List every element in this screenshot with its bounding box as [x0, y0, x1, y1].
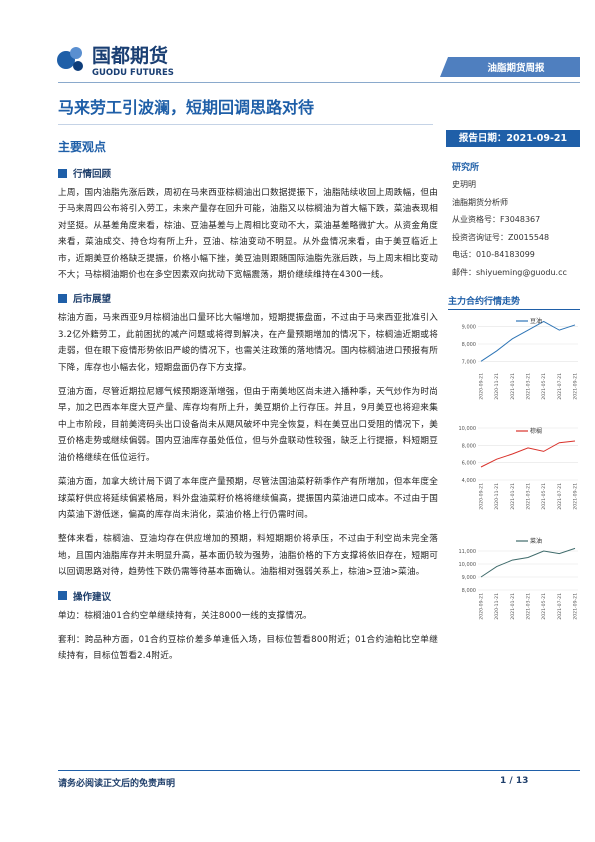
legend-label: 豆油: [530, 317, 542, 325]
institute-heading: 研究所: [452, 163, 480, 173]
x-tick-label: 2021-05-21: [541, 373, 547, 400]
section-heading: 操作建议: [58, 589, 438, 603]
y-tick-label: 10,000: [459, 426, 477, 432]
x-tick-label: 2021-01-21: [510, 593, 516, 620]
institute: 史玥明油脂期货分析师从业资格号：F3048367 投资咨询证号：Z0015548 电…: [452, 176, 567, 281]
section-title: 后市展望: [73, 294, 112, 306]
y-tick-label: 4,000: [462, 478, 476, 484]
company-name-en: GUODU FUTURES: [92, 68, 174, 78]
x-tick-label: 2020-11-21: [494, 483, 500, 510]
body: 行情回顾上周，国内油脂先涨后跌，周初在马来西亚棕榈油出口数据提振下，油脂陆续收回…: [58, 166, 438, 673]
y-tick-label: 9,000: [462, 325, 476, 331]
mini-chart: 8,000 9,000 10,000 11,000 2020-09-21 2020-11-…: [459, 537, 579, 620]
y-tick-label: 6,000: [462, 461, 476, 467]
report-date: 报告日期：2021-09-21: [446, 130, 580, 147]
title-rule: [58, 124, 433, 125]
institute-line: 从业资格号：F3048367: [452, 215, 541, 224]
paragraph: 单边：棕榈油01合约空单继续持有，关注8000一线的支撑情况。: [58, 610, 312, 621]
main-heading: 主要观点: [58, 140, 107, 154]
x-tick-label: 2020-09-21: [479, 593, 485, 620]
mini-chart: 7,000 8,000 9,000 2020-09-21 2020-11-21 2021-…: [462, 317, 579, 400]
series-line: [480, 320, 576, 362]
y-tick-label: 8,000: [462, 342, 476, 348]
x-tick-label: 2021-09-21: [573, 593, 579, 620]
x-tick-label: 2021-03-21: [526, 373, 532, 400]
logo: 国都期货 GUODU FUTURES: [57, 44, 174, 78]
paragraph: 菜油方面，加拿大统计局下调了本年度产量预期，尽管法国油菜籽新季作产有所增加，但本…: [58, 477, 438, 520]
header-rule: [58, 82, 580, 83]
paragraph: 棕油方面，马来西亚9月棕榈油出口量环比大幅增加，短期提振盘面，不过由于马来西亚批…: [58, 313, 438, 373]
section-heading: 后市展望: [58, 291, 438, 305]
paragraph: 豆油方面，尽管近期拉尼娜气候预期逐渐增强，但由于南美地区尚未进入播种季，天气炒作…: [58, 387, 438, 463]
tab-bg: [440, 57, 580, 77]
mini-chart: 4,000 6,000 8,000 10,000 2020-09-21 2020-11-2…: [459, 426, 579, 510]
institute-line: 投资咨询证号：Z0015548: [452, 232, 550, 242]
paragraph: 套利：跨品种方面，01合约豆棕价差多单逢低入场，目标位暂看800附近；01合约油…: [58, 634, 438, 662]
report-tab: 油脂期货周报: [440, 57, 580, 77]
institute-line: 油脂期货分析师: [452, 197, 508, 207]
section-icon: [58, 168, 67, 178]
section-title: 操作建议: [73, 591, 112, 603]
x-tick-label: 2021-03-21: [526, 593, 532, 620]
legend-label: 菜油: [530, 537, 542, 545]
y-tick-label: 8,000: [462, 588, 476, 594]
series-line: [480, 440, 576, 468]
y-tick-label: 10,000: [459, 562, 477, 568]
x-tick-label: 2021-09-21: [573, 483, 579, 510]
page-number: 1 / 13: [500, 776, 529, 786]
report-type: 油脂期货周报: [487, 62, 545, 74]
x-tick-label: 2021-01-21: [510, 483, 516, 510]
section-title: 行情回顾: [73, 169, 112, 180]
charts-heading: 主力合约行情走势: [448, 294, 580, 310]
logo-mark: [70, 47, 82, 59]
y-tick-label: 8,000: [462, 443, 476, 449]
institute-line: 邮件：shiyueming@guodu.cc: [452, 267, 567, 277]
y-tick-label: 11,000: [459, 549, 477, 555]
x-tick-label: 2020-11-21: [494, 373, 500, 400]
x-tick-label: 2020-11-21: [494, 593, 500, 620]
x-tick-label: 2021-03-21: [526, 483, 532, 510]
disclaimer: 请务必阅读正文后的免责声明: [58, 779, 176, 789]
section-icon: [58, 591, 67, 601]
paragraph: 上周，国内油脂先涨后跌，周初在马来西亚棕榈油出口数据提振下，油脂陆续收回上周跌幅…: [58, 188, 438, 281]
x-tick-label: 2021-05-21: [541, 483, 547, 510]
series-line: [480, 547, 576, 578]
section-heading: 行情回顾: [58, 166, 438, 180]
company-name: 国都期货: [92, 44, 168, 67]
charts: 7,000 8,000 9,000 2020-09-21 2020-11-21 2021-…: [446, 312, 582, 642]
x-tick-label: 2021-01-21: [510, 373, 516, 400]
section-icon: [58, 293, 67, 303]
y-tick-label: 9,000: [462, 575, 476, 581]
paragraph: 整体来看，棕榈油、豆油均存在供应增加的预期，料短期期价将承压，不过由于利空尚未完…: [58, 534, 438, 578]
logo-mark: [57, 51, 75, 69]
logo-mark: [73, 61, 83, 71]
x-tick-label: 2021-07-21: [557, 593, 563, 620]
y-tick-label: 7,000: [462, 359, 476, 365]
x-tick-label: 2020-09-21: [479, 483, 485, 510]
x-tick-label: 2021-07-21: [557, 483, 563, 510]
x-tick-label: 2020-09-21: [479, 373, 485, 400]
x-tick-label: 2021-07-21: [557, 373, 563, 400]
x-tick-label: 2021-09-21: [573, 373, 579, 400]
institute-line: 史玥明: [452, 180, 476, 189]
x-tick-label: 2021-05-21: [541, 593, 547, 620]
institute-line: 电话：010-84183099: [452, 250, 535, 259]
footer-rule: [58, 770, 580, 771]
title: 马来劳工引波澜，短期回调思路对待: [58, 98, 315, 117]
legend-label: 棕榈: [530, 427, 542, 435]
